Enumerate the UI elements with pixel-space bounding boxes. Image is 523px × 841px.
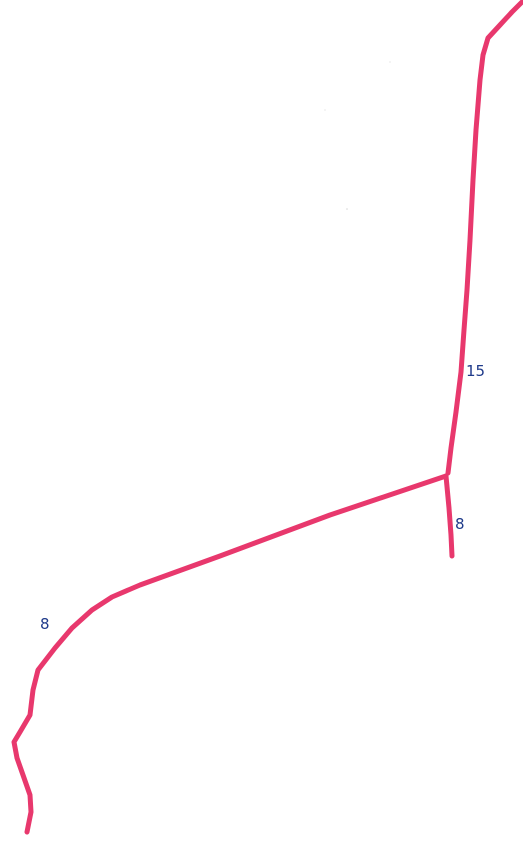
route-spur-line xyxy=(443,473,455,559)
scan-speck xyxy=(346,208,348,210)
scan-speck xyxy=(389,61,391,63)
route-label-branch: 8 xyxy=(40,615,50,633)
route-label-main: 15 xyxy=(466,362,485,380)
route-main-line xyxy=(445,0,523,476)
route-label-spur: 8 xyxy=(455,515,465,533)
scan-speck xyxy=(324,109,326,111)
route-branch-line xyxy=(11,473,449,835)
